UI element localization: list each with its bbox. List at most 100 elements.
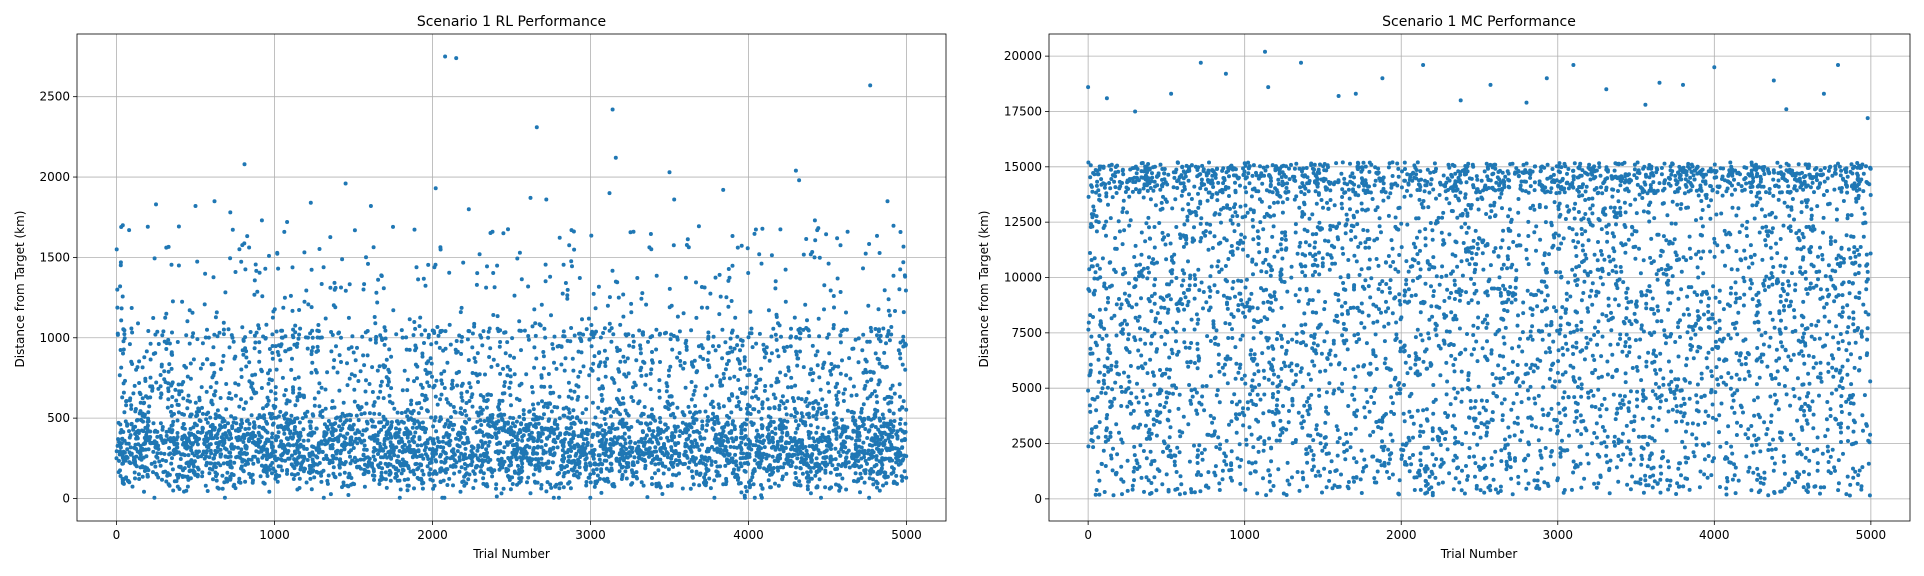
data-point bbox=[221, 320, 226, 325]
data-point bbox=[602, 326, 607, 331]
data-point bbox=[285, 437, 290, 442]
data-point bbox=[181, 396, 186, 401]
data-point bbox=[756, 396, 761, 401]
data-point bbox=[684, 347, 689, 352]
data-point bbox=[138, 444, 143, 448]
data-point bbox=[316, 390, 321, 395]
data-point bbox=[352, 387, 357, 392]
data-point bbox=[401, 468, 406, 473]
data-point bbox=[222, 480, 227, 485]
data-point bbox=[362, 447, 367, 452]
data-point bbox=[653, 445, 658, 450]
data-point bbox=[331, 454, 336, 459]
data-point bbox=[290, 333, 295, 338]
data-point bbox=[336, 439, 341, 444]
data-point bbox=[475, 456, 480, 461]
data-point bbox=[768, 485, 773, 490]
data-point bbox=[440, 381, 445, 386]
data-point bbox=[234, 455, 239, 460]
data-point bbox=[610, 268, 615, 273]
data-point bbox=[515, 482, 519, 487]
data-point bbox=[377, 364, 382, 369]
data-point bbox=[823, 438, 828, 443]
data-point bbox=[259, 218, 264, 223]
data-point bbox=[863, 251, 868, 256]
data-point bbox=[648, 232, 653, 236]
data-point bbox=[567, 243, 572, 248]
data-point bbox=[150, 384, 155, 389]
data-point bbox=[424, 361, 429, 366]
data-point bbox=[661, 471, 666, 476]
data-point bbox=[535, 480, 540, 485]
data-point bbox=[169, 461, 174, 466]
data-point bbox=[243, 479, 248, 484]
data-point bbox=[416, 411, 421, 416]
data-point bbox=[122, 410, 127, 415]
data-point bbox=[454, 436, 458, 441]
data-point bbox=[275, 251, 280, 256]
data-point bbox=[510, 438, 515, 443]
data-point bbox=[412, 227, 417, 232]
data-point bbox=[752, 495, 757, 500]
data-point bbox=[775, 376, 780, 381]
data-point bbox=[735, 334, 740, 339]
data-point bbox=[518, 479, 523, 484]
data-point bbox=[767, 406, 772, 411]
data-point bbox=[160, 425, 165, 429]
data-point bbox=[531, 436, 536, 441]
data-point bbox=[414, 454, 419, 459]
data-point bbox=[696, 224, 701, 229]
data-point bbox=[654, 347, 659, 352]
data-point bbox=[187, 431, 192, 436]
data-point bbox=[400, 439, 405, 444]
data-point bbox=[727, 275, 732, 280]
data-point bbox=[159, 364, 164, 369]
data-point bbox=[744, 489, 749, 494]
data-point bbox=[280, 375, 285, 380]
data-point bbox=[348, 418, 353, 423]
data-point bbox=[309, 370, 314, 375]
data-point bbox=[279, 453, 284, 458]
data-point bbox=[752, 469, 757, 473]
data-point bbox=[218, 415, 223, 420]
data-point bbox=[175, 472, 179, 477]
data-point bbox=[637, 328, 642, 333]
data-point bbox=[831, 294, 836, 298]
data-point bbox=[196, 406, 201, 411]
data-point bbox=[245, 234, 250, 239]
data-point bbox=[697, 430, 702, 435]
data-point bbox=[549, 409, 554, 414]
data-point bbox=[700, 423, 705, 428]
data-point bbox=[530, 390, 535, 395]
data-point bbox=[170, 423, 175, 427]
data-point bbox=[175, 340, 180, 344]
data-point bbox=[126, 479, 131, 484]
data-point bbox=[821, 362, 826, 367]
data-point bbox=[689, 380, 694, 384]
data-point bbox=[374, 290, 379, 295]
data-point bbox=[828, 288, 833, 293]
data-point bbox=[352, 399, 357, 404]
data-point bbox=[171, 488, 176, 493]
data-point bbox=[466, 358, 471, 363]
data-point bbox=[598, 335, 603, 340]
data-point bbox=[188, 426, 193, 431]
data-point bbox=[566, 481, 571, 486]
data-point bbox=[167, 483, 172, 488]
data-point bbox=[295, 398, 300, 403]
data-point bbox=[291, 385, 295, 390]
data-point bbox=[877, 361, 882, 366]
data-point bbox=[551, 346, 556, 351]
data-point bbox=[437, 440, 442, 444]
data-point bbox=[887, 432, 892, 437]
data-point bbox=[598, 461, 603, 466]
data-point bbox=[708, 486, 713, 491]
data-point bbox=[187, 438, 191, 443]
data-point bbox=[470, 345, 475, 350]
data-point bbox=[773, 431, 778, 436]
data-point bbox=[669, 394, 674, 399]
data-point bbox=[705, 305, 710, 310]
data-point bbox=[847, 356, 852, 361]
data-point bbox=[880, 462, 885, 467]
data-point bbox=[230, 335, 235, 340]
